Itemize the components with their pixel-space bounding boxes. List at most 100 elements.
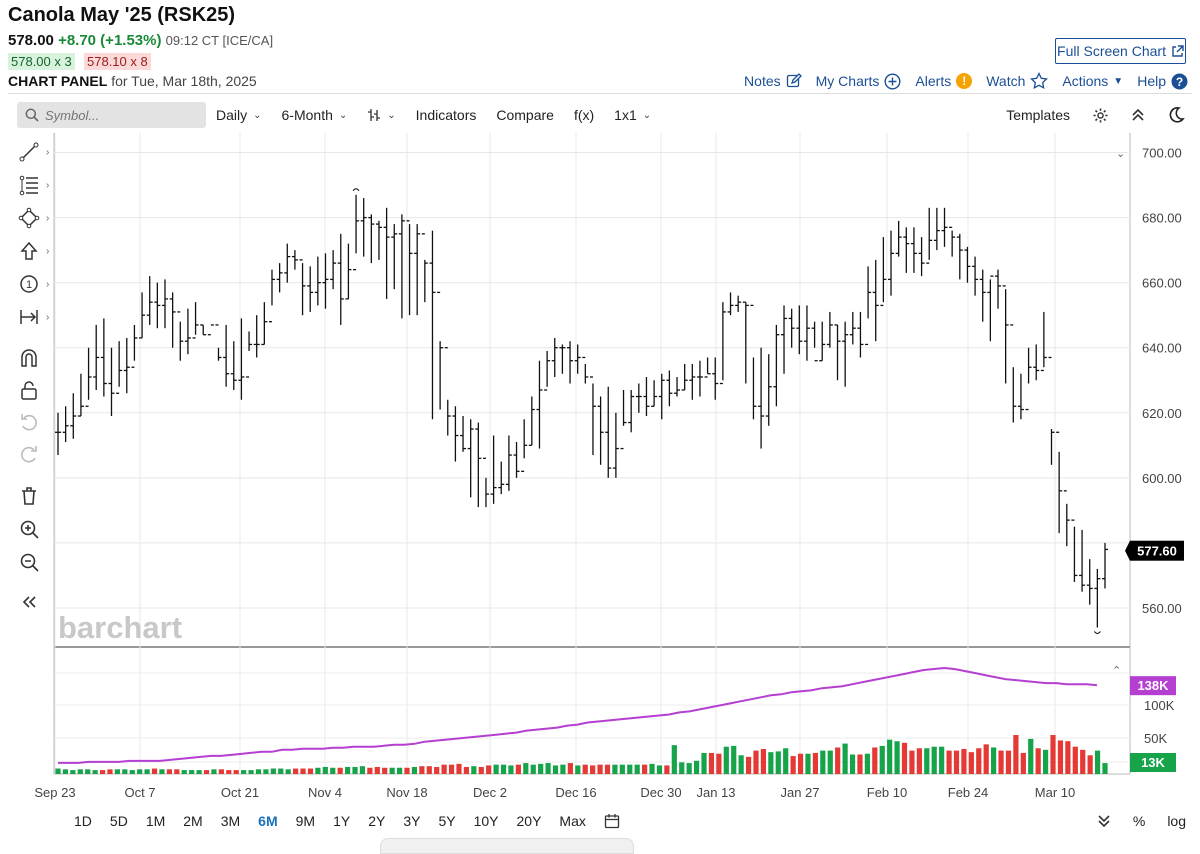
ohlc-bar [872, 259, 879, 342]
volume-bar [1102, 763, 1108, 774]
actions-menu[interactable]: Actions ▼ [1062, 73, 1123, 89]
chevron-right-icon: › [46, 311, 50, 323]
calendar-icon[interactable] [604, 813, 620, 829]
date-tick-label: Jan 27 [780, 785, 819, 800]
range-5y[interactable]: 5Y [438, 813, 456, 829]
period-select[interactable]: 6-Month ⌄ [282, 107, 348, 123]
templates-button[interactable]: Templates [1006, 107, 1070, 123]
ohlc-bar [1079, 529, 1086, 592]
volume-bar [359, 766, 366, 774]
log-scale-toggle[interactable]: log [1167, 813, 1186, 829]
gear-icon[interactable] [1092, 107, 1109, 124]
ohlc-bar [360, 198, 367, 257]
notes-link[interactable]: Notes [744, 73, 802, 89]
indicators-button[interactable]: Indicators [416, 107, 477, 123]
range-max[interactable]: Max [559, 813, 586, 829]
ohlc-bar [1048, 356, 1055, 465]
undo-button[interactable] [18, 410, 54, 434]
volume-bar [1094, 750, 1101, 774]
collapse-up-icon[interactable] [1131, 107, 1145, 123]
ohlc-bar [1002, 285, 1009, 384]
chevron-right-icon: › [46, 278, 50, 290]
volume-bar [471, 766, 477, 774]
range-2m[interactable]: 2M [183, 813, 203, 829]
bottom-handle[interactable] [380, 838, 634, 854]
date-tick-label: Sep 23 [34, 785, 75, 800]
magnet-tool[interactable] [18, 346, 54, 370]
chevron-right-icon: › [46, 212, 50, 224]
symbol-input[interactable] [45, 107, 195, 123]
edit-icon [786, 73, 802, 88]
ohlc-bar [674, 376, 681, 397]
volume-bar [166, 769, 172, 774]
volume-bar [991, 747, 997, 774]
symbol-search[interactable] [17, 102, 206, 128]
shape-tool[interactable]: › [18, 206, 54, 230]
ohlc-bar [337, 233, 344, 325]
collapse-tools-button[interactable] [18, 590, 54, 614]
ohlc-bar [299, 259, 306, 316]
chart-type-select[interactable]: ⌄ [367, 108, 396, 122]
top-links: Notes My Charts Alerts ! Watch Actions ▼… [744, 72, 1188, 90]
volume-bar [1035, 748, 1041, 774]
chevron-down-icon[interactable]: ⌄ [1116, 148, 1125, 160]
range-3m[interactable]: 3M [220, 813, 241, 829]
range-20y[interactable]: 20Y [516, 813, 542, 829]
volume-bar [783, 748, 789, 774]
ohlc-bar [658, 373, 665, 420]
ohlc-bar [1086, 559, 1093, 605]
volume-bar [790, 756, 796, 774]
range-6m[interactable]: 6M [258, 813, 278, 829]
volume-bar [463, 766, 470, 774]
help-link[interactable]: Help ? [1137, 73, 1188, 90]
delete-drawings-button[interactable] [18, 484, 54, 508]
full-screen-chart-button[interactable]: Full Screen Chart [1055, 38, 1186, 64]
redo-button[interactable] [18, 442, 54, 466]
range-1y[interactable]: 1Y [333, 813, 351, 829]
compare-button[interactable]: Compare [496, 107, 554, 123]
zoom-in-button[interactable] [18, 517, 54, 541]
layout-select[interactable]: 1x1 ⌄ [614, 107, 651, 123]
volume-bar [1020, 752, 1026, 774]
range-5d[interactable]: 5D [109, 813, 128, 829]
chevron-up-icon[interactable]: ⌃ [1112, 665, 1121, 677]
lock-tool[interactable] [18, 378, 54, 402]
volume-bar [241, 770, 247, 774]
volume-bar [1028, 738, 1034, 774]
ohlc-bar [322, 253, 329, 309]
range-9m[interactable]: 9M [295, 813, 316, 829]
annotation-tool[interactable]: 1 › [18, 272, 54, 296]
zoom-out-button[interactable] [18, 550, 54, 574]
fib-tool[interactable]: › [18, 173, 54, 197]
ohlc-bar [628, 390, 635, 433]
range-1d[interactable]: 1D [74, 813, 92, 829]
arrow-tool[interactable]: › [18, 239, 54, 263]
fx-button[interactable]: f(x) [574, 107, 594, 123]
caret-down-icon: ▼ [1113, 75, 1124, 87]
trend-line-tool[interactable]: › [18, 140, 54, 164]
layout-label: 1x1 [614, 107, 637, 123]
chart-grid [53, 133, 1131, 775]
dark-mode-moon-icon[interactable] [1167, 106, 1185, 124]
range-2y[interactable]: 2Y [368, 813, 386, 829]
ohlc-bar [582, 356, 589, 384]
measure-tool[interactable]: › [18, 305, 54, 329]
watch-link[interactable]: Watch [986, 72, 1049, 90]
volume-bar [189, 770, 195, 774]
ohlc-bar [773, 324, 780, 407]
range-10y[interactable]: 10Y [473, 813, 499, 829]
alerts-link[interactable]: Alerts ! [915, 73, 973, 89]
interval-select[interactable]: Daily ⌄ [216, 107, 262, 123]
toolbar-right: Templates [1006, 101, 1185, 129]
ohlc-bar [727, 292, 734, 316]
price-axis: 700.00 680.00 660.00 640.00 620.00 600.00 560.… [1142, 146, 1182, 746]
volume-bar [797, 753, 804, 774]
range-3y[interactable]: 3Y [403, 813, 421, 829]
range-1m[interactable]: 1M [145, 813, 166, 829]
magnet-icon [21, 349, 37, 367]
my-charts-link[interactable]: My Charts [816, 72, 902, 90]
percent-scale-toggle[interactable]: % [1132, 813, 1146, 829]
double-chevron-down-icon[interactable] [1097, 813, 1111, 829]
ohlc-bar [995, 269, 1002, 309]
